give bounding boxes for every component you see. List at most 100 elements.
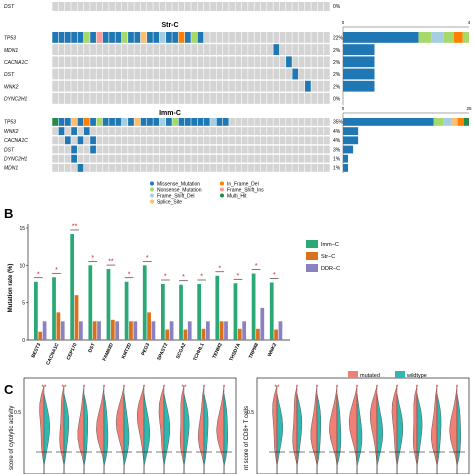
grid-cell <box>153 93 160 104</box>
grid-cell <box>229 56 235 68</box>
grid-cell <box>248 154 254 163</box>
grid-cell <box>298 127 305 135</box>
sig-mark: * <box>223 384 226 391</box>
count-bar-segment <box>343 118 434 126</box>
grid-cell <box>52 154 59 163</box>
grid-cell <box>172 44 179 55</box>
grid-cell <box>191 164 198 172</box>
grid-cell <box>172 164 179 172</box>
grid-cell <box>134 164 141 172</box>
grid-cell <box>260 2 267 11</box>
grid-cell <box>52 80 59 92</box>
grid-cell <box>197 93 204 104</box>
grid-cell <box>210 127 216 135</box>
grid-cell <box>52 2 59 11</box>
mutation-cell <box>58 32 65 43</box>
grid-cell <box>153 68 160 80</box>
grid-cell <box>203 154 210 163</box>
pct-label: 2% <box>333 72 341 78</box>
grid-cell <box>286 44 292 55</box>
grid-cell <box>279 32 286 43</box>
grid-cell <box>235 80 242 92</box>
grid-cell <box>210 154 216 163</box>
legend-label: Frame_Shift_Ins <box>227 187 264 193</box>
significance-marks: ********** * ***** <box>34 223 279 281</box>
grid-cell <box>96 154 103 163</box>
top-row-gene-label: DST <box>4 4 15 10</box>
violin-wildtype <box>143 393 151 474</box>
legend-label: Str−C <box>321 254 335 260</box>
bar <box>161 284 165 340</box>
sig-mark: * <box>55 267 58 274</box>
mutation-cell <box>90 32 96 43</box>
mutation-cell <box>273 44 280 55</box>
grid-cell <box>102 127 109 135</box>
grid-cell <box>203 80 210 92</box>
grid-cell <box>64 68 71 80</box>
grid-cell <box>159 2 166 11</box>
grid-cell <box>128 136 134 145</box>
grid-cell <box>109 93 115 104</box>
grid-cell <box>222 68 229 80</box>
grid-cell <box>191 136 198 145</box>
grid-cell <box>140 164 147 172</box>
grid-cell <box>52 145 59 154</box>
grid-cell <box>317 154 324 163</box>
count-bar <box>343 68 375 80</box>
grid-cell <box>229 154 235 163</box>
grid-cell <box>153 127 160 135</box>
legend-swatch <box>306 240 318 248</box>
mutation-type-legend: Missense_MutationNonsense_MutationFrame_… <box>150 181 264 205</box>
grid-cell <box>178 2 185 11</box>
grid-cell <box>140 145 147 154</box>
grid-cell <box>311 68 318 80</box>
sig-mark: * <box>128 271 131 278</box>
violin-wildtype <box>123 393 130 474</box>
grid-cell <box>317 56 324 68</box>
violin-wildtype <box>316 393 322 474</box>
grid-cell <box>191 56 198 68</box>
grid-cell <box>134 68 141 80</box>
sig-mark: * <box>255 263 258 270</box>
grid-cell <box>235 2 242 11</box>
mutation-cell <box>166 32 172 43</box>
grid-cell <box>317 44 324 55</box>
grid-cell <box>64 93 71 104</box>
grid-cell <box>273 32 280 43</box>
grid-cell <box>279 44 286 55</box>
grid-cell <box>298 32 305 43</box>
bar <box>38 331 43 340</box>
bar <box>278 321 283 340</box>
grid-cell <box>254 80 261 92</box>
violin-wildtype <box>356 393 363 474</box>
x-tick-label: KMT2D <box>121 342 134 360</box>
sig-mark: * <box>416 384 419 391</box>
count-axis-max: 25 <box>466 106 472 111</box>
grid-cell <box>222 164 229 172</box>
bar <box>256 328 260 340</box>
bar <box>88 265 93 340</box>
mutation-cell <box>210 118 216 126</box>
grid-cell <box>52 127 59 135</box>
grid-cell <box>178 127 185 135</box>
grid-cell <box>121 164 128 172</box>
grid-cell <box>279 68 286 80</box>
grid-cell <box>203 164 210 172</box>
grid-cell <box>235 136 242 145</box>
grid-cell <box>267 145 273 154</box>
grid-cell <box>311 32 318 43</box>
grid-cell <box>184 56 191 68</box>
grid-cell <box>197 164 204 172</box>
grid-cell <box>172 145 179 154</box>
grid-cell <box>128 2 134 11</box>
mutation-cell <box>77 136 84 145</box>
mutation-cell <box>128 118 134 126</box>
grid-cell <box>235 127 242 135</box>
grid-cell <box>229 118 235 126</box>
mutation-cell <box>64 118 71 126</box>
grid-cell <box>203 56 210 68</box>
panel-b-label: B <box>4 206 13 221</box>
mutation-cell <box>58 118 65 126</box>
grid-cell <box>311 127 318 135</box>
